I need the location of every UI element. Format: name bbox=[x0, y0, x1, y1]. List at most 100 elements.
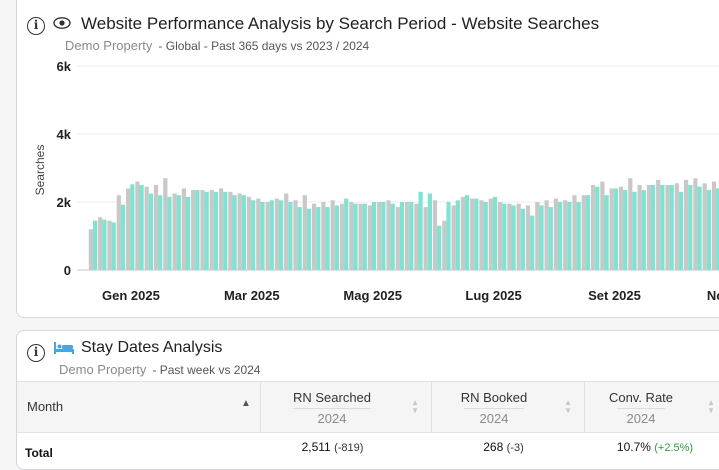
previous-bar[interactable] bbox=[237, 193, 242, 271]
current-bar[interactable] bbox=[409, 202, 414, 270]
current-bar[interactable] bbox=[511, 205, 516, 270]
current-bar[interactable] bbox=[102, 219, 107, 270]
current-bar[interactable] bbox=[632, 191, 637, 270]
previous-bar[interactable] bbox=[88, 229, 93, 270]
current-bar[interactable] bbox=[344, 198, 349, 270]
current-bar[interactable] bbox=[548, 207, 553, 270]
current-bar[interactable] bbox=[139, 185, 144, 270]
current-bar[interactable] bbox=[446, 202, 451, 270]
previous-bar[interactable] bbox=[516, 203, 521, 270]
previous-bar[interactable] bbox=[563, 200, 568, 270]
previous-bar[interactable] bbox=[116, 195, 121, 270]
column-conv-rate[interactable]: Conv. Rate 2024 ▲ ▼ bbox=[608, 390, 715, 426]
previous-bar[interactable] bbox=[358, 203, 363, 270]
current-bar[interactable] bbox=[706, 190, 711, 270]
previous-bar[interactable] bbox=[451, 205, 456, 270]
current-bar[interactable] bbox=[697, 186, 702, 270]
previous-bar[interactable] bbox=[246, 196, 252, 270]
previous-bar[interactable] bbox=[460, 196, 465, 270]
current-bar[interactable] bbox=[232, 195, 237, 270]
current-bar[interactable] bbox=[381, 202, 386, 270]
current-bar[interactable] bbox=[585, 195, 591, 270]
current-bar[interactable] bbox=[660, 185, 665, 270]
previous-bar[interactable] bbox=[135, 181, 140, 270]
current-bar[interactable] bbox=[390, 203, 395, 270]
previous-bar[interactable] bbox=[200, 190, 205, 270]
previous-bar[interactable] bbox=[153, 185, 159, 270]
previous-bar[interactable] bbox=[172, 193, 177, 271]
previous-bar[interactable] bbox=[349, 202, 354, 270]
current-bar[interactable] bbox=[362, 203, 367, 270]
previous-bar[interactable] bbox=[386, 200, 391, 270]
current-bar[interactable] bbox=[306, 208, 312, 270]
previous-bar[interactable] bbox=[600, 181, 605, 270]
previous-bar[interactable] bbox=[553, 198, 558, 270]
previous-bar[interactable] bbox=[684, 179, 689, 270]
current-bar[interactable] bbox=[530, 215, 535, 270]
current-bar[interactable] bbox=[418, 191, 423, 270]
previous-bar[interactable] bbox=[330, 200, 335, 270]
current-bar[interactable] bbox=[297, 207, 302, 270]
previous-bar[interactable] bbox=[256, 198, 261, 270]
current-bar[interactable] bbox=[241, 195, 246, 270]
current-bar[interactable] bbox=[437, 225, 442, 270]
previous-bar[interactable] bbox=[432, 200, 438, 270]
previous-bar[interactable] bbox=[609, 188, 614, 270]
current-bar[interactable] bbox=[148, 193, 153, 271]
previous-bar[interactable] bbox=[637, 185, 642, 270]
previous-bar[interactable] bbox=[302, 195, 307, 270]
column-rn-booked[interactable]: RN Booked 2024 ▲ ▼ bbox=[432, 382, 585, 432]
current-bar[interactable] bbox=[567, 202, 572, 270]
info-icon[interactable]: i bbox=[27, 344, 45, 362]
current-bar[interactable] bbox=[623, 190, 628, 270]
previous-bar[interactable] bbox=[209, 190, 214, 270]
previous-bar[interactable] bbox=[702, 183, 707, 270]
previous-bar[interactable] bbox=[377, 202, 382, 270]
previous-bar[interactable] bbox=[284, 193, 289, 271]
previous-bar[interactable] bbox=[107, 220, 112, 270]
previous-bar[interactable] bbox=[470, 198, 475, 270]
current-bar[interactable] bbox=[678, 191, 684, 270]
sort-icon[interactable]: ▲ ▼ bbox=[564, 398, 572, 415]
previous-bar[interactable] bbox=[581, 195, 586, 270]
column-month[interactable]: Month ▲ bbox=[17, 382, 261, 432]
previous-bar[interactable] bbox=[572, 195, 577, 270]
previous-bar[interactable] bbox=[665, 185, 670, 270]
current-bar[interactable] bbox=[576, 202, 581, 270]
current-bar[interactable] bbox=[595, 186, 600, 270]
current-bar[interactable] bbox=[455, 200, 460, 270]
previous-bar[interactable] bbox=[414, 203, 419, 270]
previous-bar[interactable] bbox=[693, 178, 698, 270]
current-bar[interactable] bbox=[316, 207, 321, 270]
previous-bar[interactable] bbox=[339, 203, 345, 270]
previous-bar[interactable] bbox=[265, 202, 270, 270]
previous-bar[interactable] bbox=[618, 186, 624, 270]
sort-asc-icon[interactable]: ▲ bbox=[241, 398, 251, 409]
current-bar[interactable] bbox=[716, 188, 719, 270]
previous-bar[interactable] bbox=[126, 188, 131, 270]
current-bar[interactable] bbox=[520, 208, 525, 270]
info-icon[interactable]: i bbox=[27, 17, 45, 35]
column-rn-searched[interactable]: RN Searched 2024 ▲ ▼ bbox=[261, 382, 432, 432]
current-bar[interactable] bbox=[195, 190, 200, 270]
previous-bar[interactable] bbox=[423, 207, 428, 270]
current-bar[interactable] bbox=[158, 195, 163, 270]
current-bar[interactable] bbox=[539, 205, 544, 270]
current-bar[interactable] bbox=[427, 193, 432, 271]
previous-bar[interactable] bbox=[711, 181, 717, 270]
current-bar[interactable] bbox=[334, 205, 339, 270]
current-bar[interactable] bbox=[130, 184, 135, 270]
previous-bar[interactable] bbox=[442, 220, 447, 270]
previous-bar[interactable] bbox=[628, 178, 633, 270]
current-bar[interactable] bbox=[93, 220, 98, 270]
previous-bar[interactable] bbox=[181, 188, 186, 270]
previous-bar[interactable] bbox=[98, 217, 103, 270]
current-bar[interactable] bbox=[288, 202, 293, 270]
previous-bar[interactable] bbox=[405, 202, 410, 270]
current-bar[interactable] bbox=[204, 191, 209, 270]
current-bar[interactable] bbox=[279, 200, 284, 270]
current-bar[interactable] bbox=[213, 191, 219, 270]
current-bar[interactable] bbox=[651, 185, 656, 270]
previous-bar[interactable] bbox=[293, 200, 298, 270]
previous-bar[interactable] bbox=[312, 203, 317, 270]
